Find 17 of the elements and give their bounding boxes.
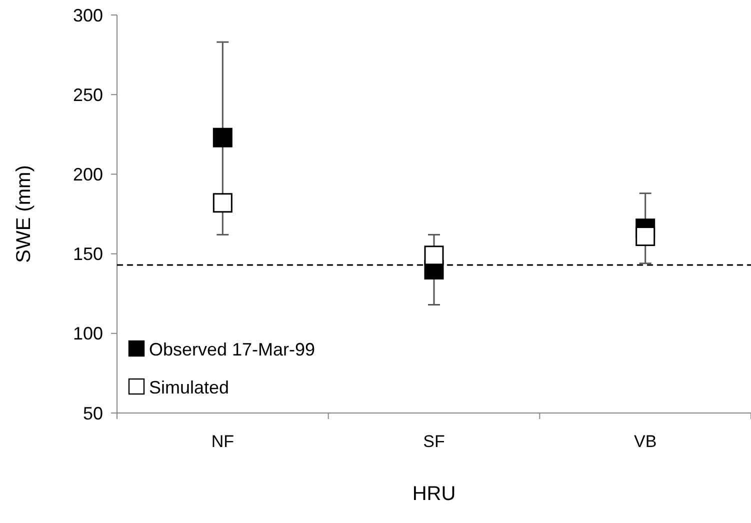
x-tick-label: NF [211,432,234,451]
y-tick-label: 100 [72,324,103,344]
y-tick-label: 150 [72,244,103,264]
point [636,226,656,246]
y-tick-label: 300 [72,5,103,26]
point [424,246,444,266]
legend-label: Simulated [149,377,230,398]
y-axis-title: SWE (mm) [13,165,35,263]
y-tick-label: 50 [82,403,103,424]
y-tick-label: 200 [72,164,103,184]
point [212,128,232,148]
x-tick-label: SF [423,432,445,451]
point [212,193,232,213]
legend-label: Observed 17-Mar-99 [149,339,316,360]
x-axis-title: HRU [412,483,456,505]
y-tick-label: 250 [72,84,103,105]
x-tick-label: VB [634,432,657,451]
